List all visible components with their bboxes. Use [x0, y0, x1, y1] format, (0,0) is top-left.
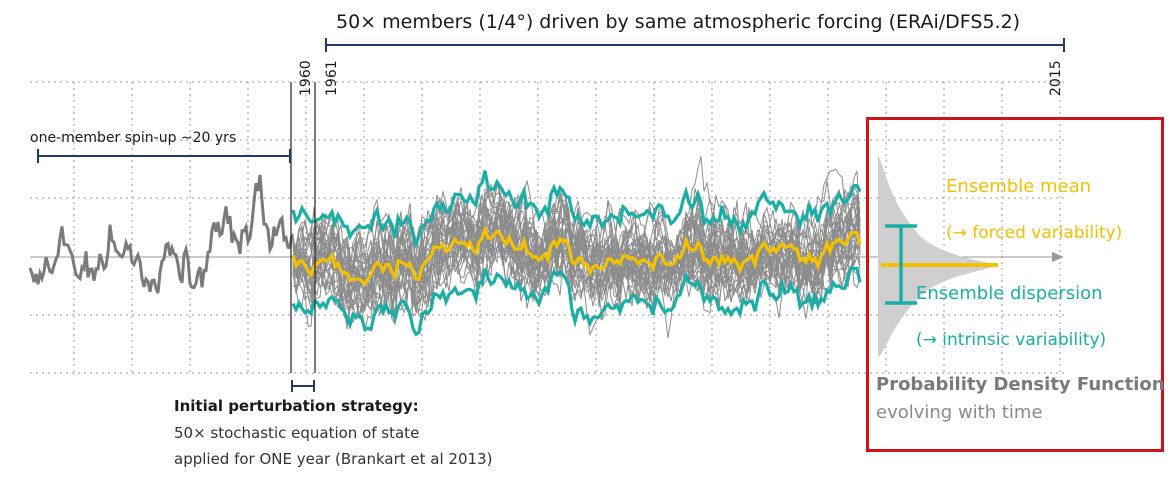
spinup-series [28, 174, 294, 294]
ensemble-member-line [292, 193, 861, 310]
pdf-title: Probability Density Function [876, 374, 1165, 395]
ensemble-dispersion-title: Ensemble dispersion [916, 283, 1103, 304]
perturbation-title: Initial perturbation strategy: [174, 397, 419, 415]
ensemble-header: 50× members (1/4°) driven by same atmosp… [336, 11, 1021, 33]
perturbation-bracket [291, 380, 315, 392]
ensemble-member-line [292, 188, 861, 311]
dispersion-upper-line [291, 170, 862, 250]
ensemble-bracket [325, 38, 1065, 52]
pdf-shape [878, 155, 998, 358]
spinup-bracket [37, 149, 291, 163]
grid-lines [30, 81, 1064, 374]
perturbation-line-2: applied for ONE year (Brankart et al 201… [174, 450, 493, 468]
pdf-subtitle: evolving with time [876, 402, 1043, 423]
year-1961-label: 1961 [324, 60, 340, 96]
dispersion-lower-line [291, 266, 862, 337]
perturbation-line-1: 50× stochastic equation of state [174, 424, 420, 442]
spinup-label: one-member spin-up ∼20 yrs [30, 130, 237, 146]
year-2015-label: 2015 [1048, 60, 1064, 96]
year-1960-label: 1960 [298, 60, 314, 96]
ensemble-mean-subtitle: (→ forced variability) [946, 223, 1123, 243]
axis-arrowhead [1052, 252, 1064, 262]
ensemble-mean-line [291, 224, 862, 287]
ensemble-member-line [292, 206, 861, 326]
ensemble-dispersion-subtitle: (→ intrinsic variability) [916, 330, 1107, 350]
ensemble-mean-title: Ensemble mean [946, 176, 1092, 197]
dispersion-marker [885, 224, 917, 305]
pdf-panel [866, 117, 1164, 452]
